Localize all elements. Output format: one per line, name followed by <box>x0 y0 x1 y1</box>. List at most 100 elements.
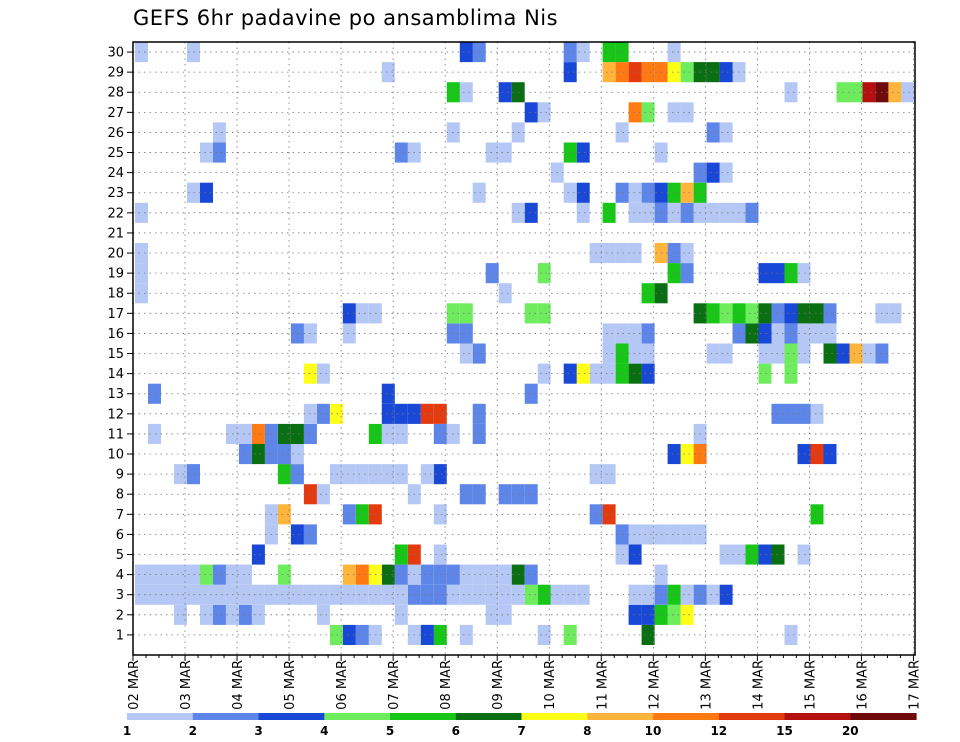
heatmap-cell <box>823 303 837 324</box>
colorbar-swatch <box>784 713 851 720</box>
y-tick-label: 29 <box>107 66 124 81</box>
heatmap-cell <box>381 584 395 605</box>
colorbar-swatch <box>127 713 194 720</box>
y-tick-label: 27 <box>107 106 124 121</box>
heatmap-cell <box>135 202 148 223</box>
x-tick-label: 14 MAR <box>751 660 766 710</box>
heatmap-cell <box>823 323 837 344</box>
heatmap-cell <box>823 343 837 364</box>
heatmap-cell <box>316 403 330 424</box>
heatmap-cell <box>251 584 265 605</box>
heatmap-cell <box>394 142 408 163</box>
heatmap-cell <box>810 444 824 465</box>
heatmap-cell <box>849 82 863 103</box>
heatmap-cell <box>862 343 876 364</box>
heatmap-cell <box>472 564 486 585</box>
heatmap-cell <box>641 323 655 344</box>
heatmap-cell <box>706 303 720 324</box>
heatmap-cell <box>212 564 226 585</box>
heatmap-cell <box>174 584 187 605</box>
heatmap-cell <box>667 62 681 83</box>
heatmap-cell <box>459 42 473 63</box>
x-tick-label: 11 MAR <box>595 660 610 710</box>
heatmap-cell <box>238 604 252 625</box>
heatmap-cell <box>290 423 304 444</box>
heatmap-cell <box>251 444 265 465</box>
heatmap-cell <box>342 504 356 525</box>
x-tick-label: 09 MAR <box>491 660 506 710</box>
heatmap-cell <box>628 182 642 203</box>
y-tick-label: 1 <box>116 628 124 643</box>
heatmap-cell <box>381 464 395 485</box>
heatmap-cell <box>277 504 291 525</box>
heatmap-cell <box>615 524 629 545</box>
heatmap-cell <box>148 564 161 585</box>
heatmap-cell <box>498 564 512 585</box>
heatmap-cell <box>706 122 720 143</box>
heatmap-cell <box>628 363 642 384</box>
colorbar-label: 3 <box>254 724 262 738</box>
heatmap-cell <box>238 584 252 605</box>
heatmap-cell <box>329 403 343 424</box>
heatmap-cell <box>537 624 551 645</box>
heatmap-cell <box>719 122 733 143</box>
heatmap-cell <box>135 263 148 284</box>
heatmap-cell <box>641 604 655 625</box>
x-axis: 02 MAR 03 MAR 04 MAR 05 MAR 06 MAR 07 MAR 08 M… <box>127 655 922 710</box>
x-tick-label: 06 MAR <box>335 660 350 710</box>
heatmap-cell <box>394 604 408 625</box>
heatmap-cell <box>524 303 538 324</box>
heatmap-cell <box>212 604 226 625</box>
heatmap-cell <box>433 544 447 565</box>
colorbar-swatch <box>390 713 457 720</box>
colorbar-swatch <box>718 713 786 720</box>
heatmap-cell <box>745 323 759 344</box>
heatmap-cell <box>498 484 512 505</box>
heatmap-cell <box>680 604 694 625</box>
heatmap-cell <box>148 383 161 404</box>
y-tick-label: 19 <box>107 267 124 282</box>
heatmap-cell <box>200 142 213 163</box>
heatmap-cell <box>135 283 148 304</box>
colorbar-swatch <box>192 713 260 720</box>
heatmap-cell <box>277 464 291 485</box>
heatmap-cell <box>433 504 447 525</box>
heatmap-cell <box>174 604 187 625</box>
heatmap-cell <box>641 182 655 203</box>
heatmap-cell <box>290 444 304 465</box>
heatmap-cell <box>238 444 252 465</box>
heatmap-cell <box>420 464 434 485</box>
heatmap-cell <box>641 283 655 304</box>
heatmap-cell <box>329 464 343 485</box>
heatmap-cell <box>784 624 798 645</box>
x-tick-label: 16 MAR <box>855 660 870 710</box>
heatmap-cell <box>277 564 291 585</box>
heatmap-cell <box>290 524 304 545</box>
heatmap-cell <box>758 363 772 384</box>
y-tick-label: 13 <box>107 387 124 402</box>
heatmap-cell <box>277 423 291 444</box>
heatmap-cell <box>602 42 616 63</box>
heatmap-cell <box>316 584 330 605</box>
heatmap-cell <box>784 403 798 424</box>
heatmap-cell <box>459 564 473 585</box>
heatmap-cell <box>238 423 252 444</box>
heatmap-cell <box>472 484 486 505</box>
heatmap-cell <box>823 444 837 465</box>
heatmap-cell <box>355 564 369 585</box>
heatmap-cell <box>667 263 681 284</box>
heatmap-cell <box>472 403 486 424</box>
x-tick-label: 08 MAR <box>439 660 454 710</box>
heatmap-cell <box>680 102 694 123</box>
heatmap-cell <box>628 584 642 605</box>
heatmap-cell <box>316 484 330 505</box>
heatmap-cell <box>342 584 356 605</box>
heatmap-cell <box>667 102 681 123</box>
heatmap-cell <box>277 584 291 605</box>
heatmap-cell <box>615 62 629 83</box>
heatmap-cell <box>394 403 408 424</box>
y-tick-label: 10 <box>107 448 124 463</box>
heatmap-cell <box>342 464 356 485</box>
heatmap-cell <box>745 303 759 324</box>
heatmap-cell <box>524 102 538 123</box>
